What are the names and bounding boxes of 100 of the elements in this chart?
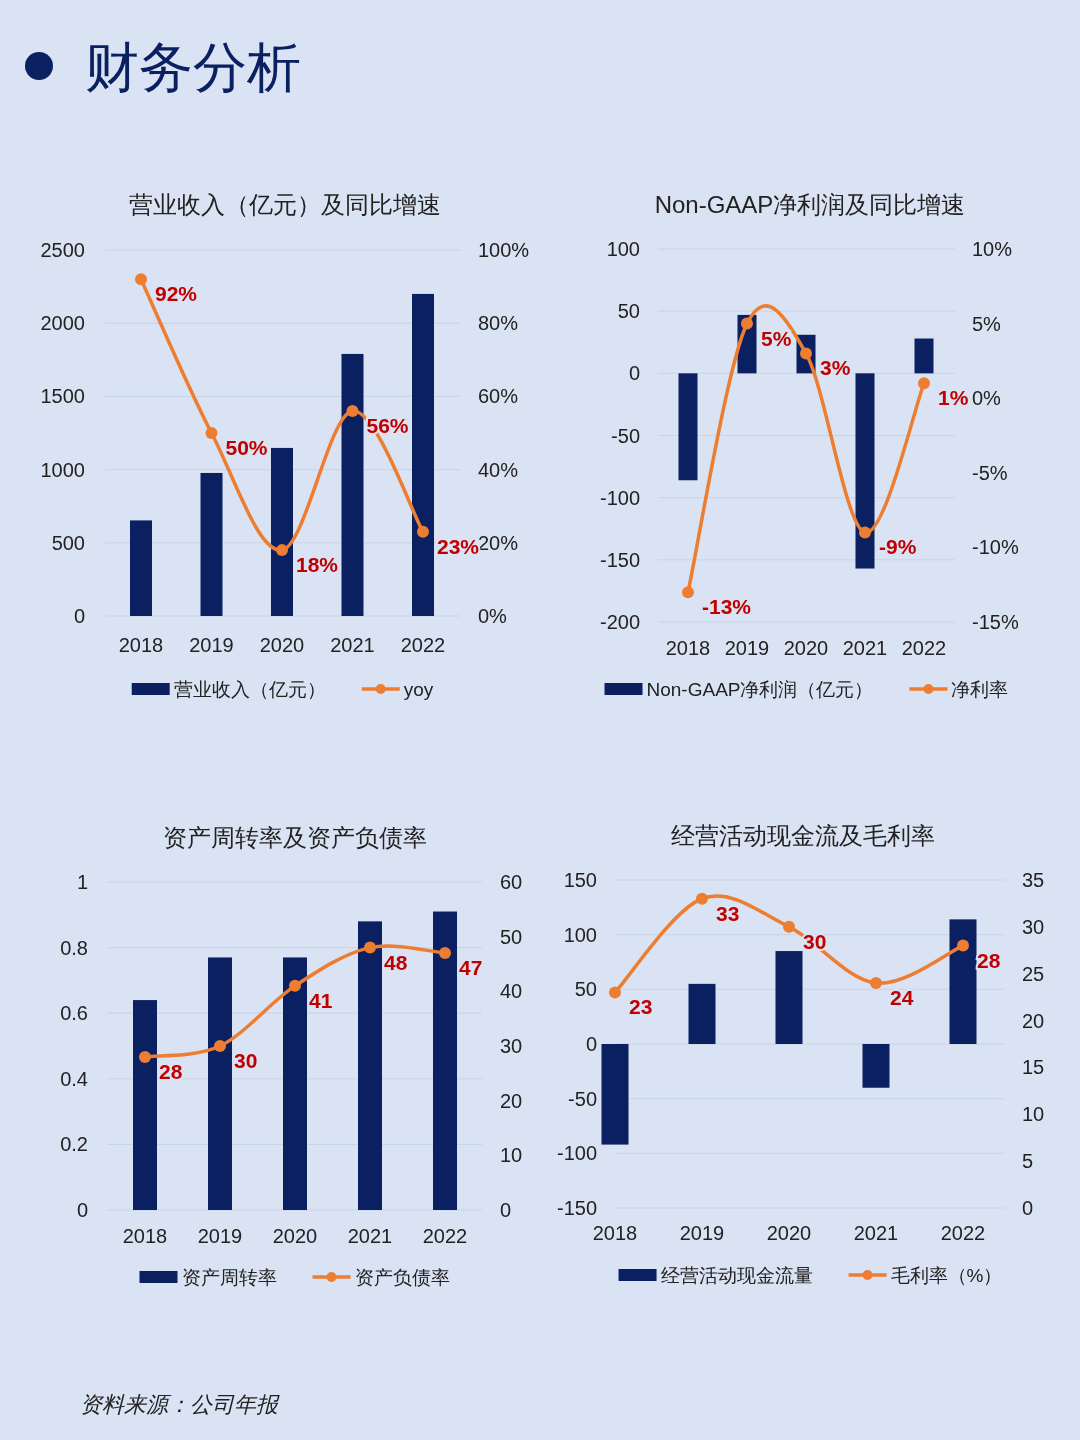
- y2-tick-label: 0: [500, 1199, 512, 1221]
- y2-tick-label: 60%: [478, 385, 519, 408]
- x-tick-label: 2022: [422, 1225, 468, 1247]
- y2-tick-label: 30: [1022, 915, 1045, 938]
- x-tick-label: 2021: [842, 637, 888, 659]
- point: [957, 939, 969, 952]
- y-tick-label: 2000: [40, 312, 85, 335]
- y2-tick-label: 20: [1022, 1009, 1045, 1032]
- x-tick-label: 2019: [189, 634, 234, 656]
- y2-tick-label: 30: [500, 1035, 523, 1057]
- y-tick-label: 500: [51, 531, 85, 554]
- x-tick-label: 2018: [665, 637, 711, 659]
- bar: [855, 373, 875, 569]
- x-tick-label: 2020: [272, 1225, 318, 1247]
- chart-title: Non-GAAP净利润及同比增速: [654, 191, 966, 218]
- y-tick-label: -50: [611, 424, 640, 447]
- y-tick-label: -100: [556, 1142, 597, 1165]
- y-tick-label: -100: [599, 486, 640, 509]
- legend-label: 毛利率（%）: [890, 1265, 1003, 1286]
- text: 财务分析: [85, 37, 301, 97]
- point: [205, 427, 218, 439]
- data-label: 28: [977, 948, 1001, 972]
- data-label: 18%: [296, 553, 339, 577]
- text: 资料来源：公司年报: [80, 1392, 280, 1417]
- y2-tick-label: 60: [500, 871, 523, 893]
- y2-tick-label: 20: [500, 1089, 523, 1112]
- y-tick-label: 0: [76, 1199, 88, 1221]
- y2-tick-label: 5: [1022, 1150, 1034, 1173]
- legend-label: yoy: [403, 679, 434, 700]
- legend-label: 经营活动现金流量: [660, 1265, 813, 1286]
- y2-tick-label: 40: [500, 980, 523, 1003]
- point: [214, 1040, 226, 1052]
- bar: [862, 1044, 890, 1088]
- data-label: 33: [716, 901, 740, 925]
- data-label: 47: [459, 956, 483, 980]
- point: [276, 544, 288, 557]
- y2-tick-label: 25: [1022, 962, 1045, 985]
- bar: [133, 1000, 157, 1210]
- y-tick-label: 0.2: [60, 1133, 88, 1156]
- y-tick-label: 0.4: [60, 1067, 88, 1090]
- data-label: 23%: [437, 534, 480, 558]
- point: [682, 586, 694, 599]
- bar: [433, 911, 457, 1210]
- y-tick-label: -50: [568, 1087, 597, 1110]
- data-label: 30: [234, 1049, 258, 1072]
- x-tick-label: 2022: [940, 1222, 986, 1244]
- point: [696, 892, 708, 905]
- y2-tick-label: 80%: [478, 312, 519, 335]
- y2-tick-label: 15: [1022, 1056, 1045, 1079]
- legend-label: 净利率: [951, 679, 1009, 700]
- bar: [341, 353, 364, 616]
- y2-tick-label: 0%: [478, 605, 508, 627]
- x-tick-label: 2021: [853, 1222, 899, 1244]
- y2-tick-label: -15%: [972, 611, 1019, 633]
- x-tick-label: 2020: [259, 634, 305, 656]
- data-label: 92%: [155, 282, 198, 306]
- y-tick-label: 50: [574, 978, 597, 1001]
- legend-label: 营业收入（亿元）: [173, 679, 326, 700]
- y2-tick-label: 20%: [478, 531, 519, 554]
- point: [859, 526, 871, 539]
- point: [289, 979, 301, 992]
- y-tick-label: 1000: [40, 458, 85, 481]
- data-label: -9%: [879, 535, 917, 559]
- y-tick-label: 50: [617, 300, 640, 323]
- x-tick-label: 2020: [766, 1222, 812, 1244]
- x-tick-label: 2020: [783, 637, 829, 659]
- data-label: 1%: [938, 386, 969, 410]
- point: [870, 977, 882, 990]
- point: [346, 405, 359, 418]
- point: [364, 941, 376, 954]
- point: [609, 986, 621, 999]
- y-tick-label: 0.6: [60, 1002, 88, 1025]
- bar: [601, 1044, 629, 1145]
- chart-title: 经营活动现金流及毛利率: [671, 822, 935, 849]
- y-tick-label: 100: [563, 923, 597, 946]
- bar: [200, 472, 223, 616]
- data-label: 3%: [820, 356, 851, 380]
- chart-title: 资产周转率及资产负债率: [163, 824, 427, 851]
- bar: [271, 447, 293, 616]
- point: [417, 525, 429, 538]
- bar: [949, 919, 977, 1044]
- y-tick-label: 0: [73, 605, 85, 627]
- bar: [208, 957, 232, 1210]
- y2-tick-label: 5%: [972, 312, 1002, 335]
- bar: [283, 957, 307, 1210]
- y-tick-label: -200: [599, 611, 640, 633]
- x-tick-label: 2021: [330, 634, 375, 656]
- point: [139, 1050, 151, 1063]
- y2-tick-label: -10%: [972, 536, 1019, 559]
- y-tick-label: 0: [585, 1033, 597, 1055]
- x-tick-label: 2019: [724, 637, 770, 659]
- y-tick-label: -150: [556, 1197, 597, 1219]
- y2-tick-label: 10: [500, 1144, 523, 1167]
- point: [439, 947, 451, 960]
- point: [783, 920, 795, 933]
- y-tick-label: 0.8: [60, 936, 88, 959]
- x-tick-label: 2019: [197, 1225, 243, 1247]
- y-tick-label: 150: [563, 869, 597, 891]
- data-label: -13%: [702, 595, 752, 619]
- y2-tick-label: 50: [500, 925, 523, 948]
